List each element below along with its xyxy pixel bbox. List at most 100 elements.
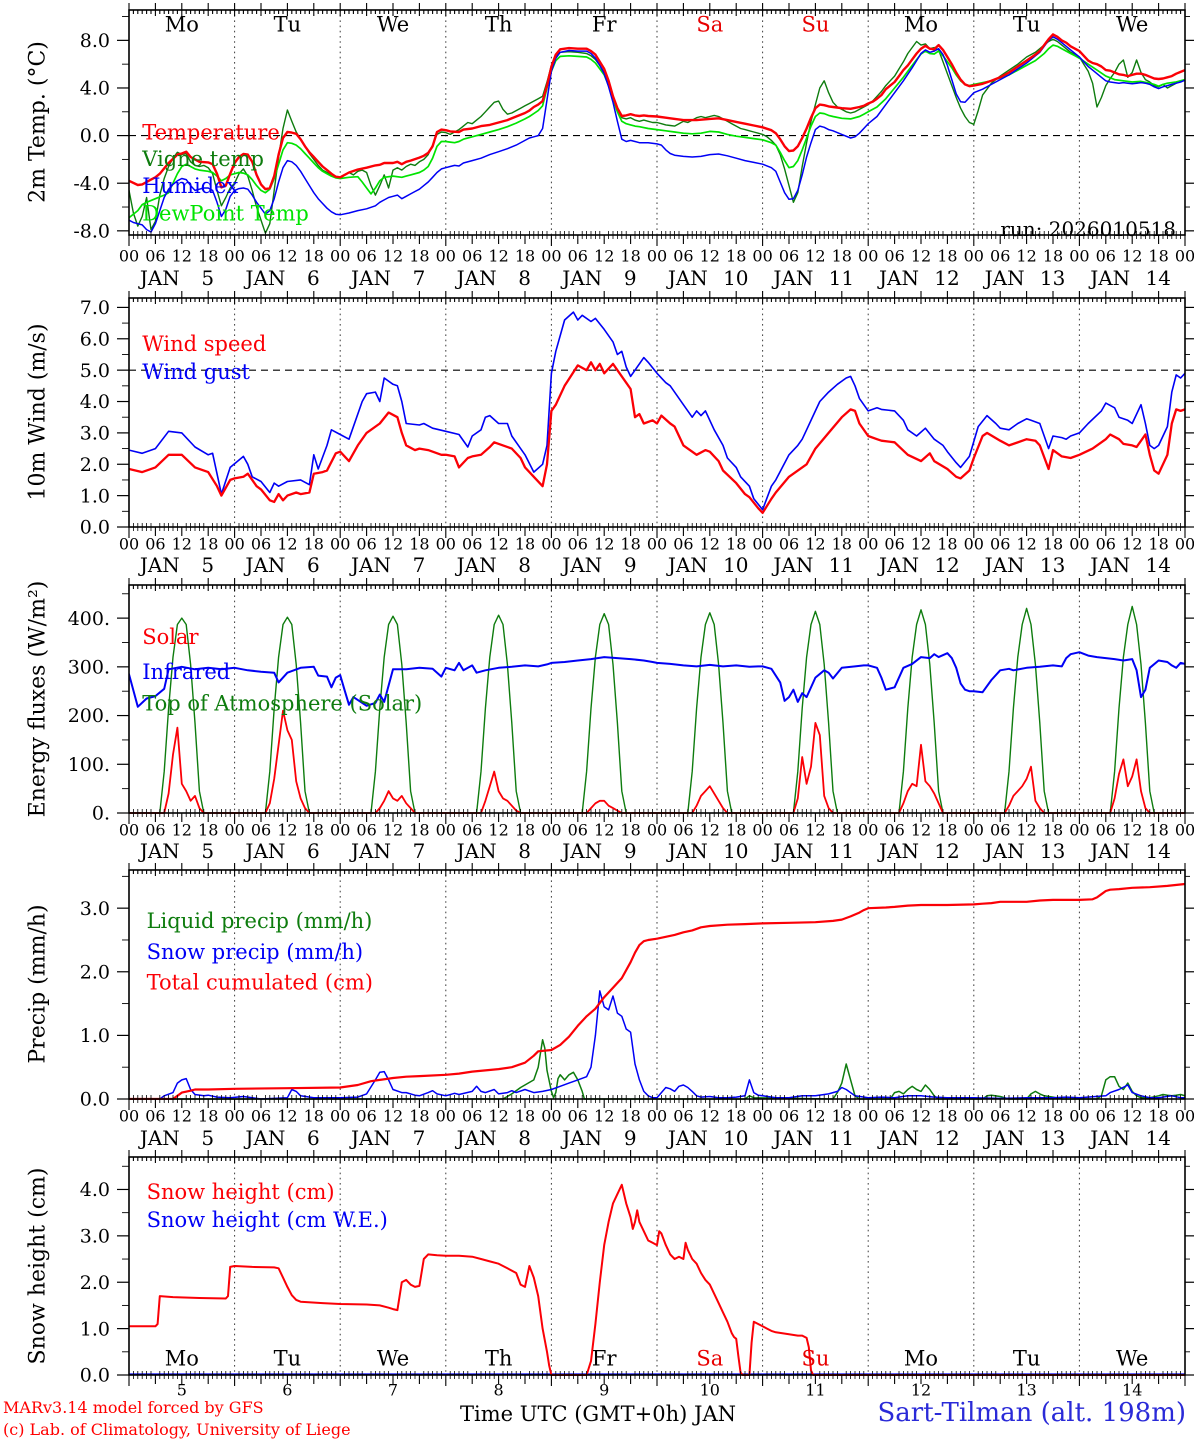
time-tick-label: 18 <box>832 247 852 266</box>
month-label: JAN <box>666 553 708 577</box>
month-label: JAN <box>455 553 497 577</box>
time-tick-label: 06 <box>568 1107 588 1126</box>
time-tick-label: 18 <box>1148 821 1168 840</box>
legend-temp: Vigne temp <box>141 147 264 171</box>
time-tick-label: 12 <box>172 535 192 554</box>
time-tick-label: 18 <box>620 821 640 840</box>
time-tick-label: 06 <box>568 247 588 266</box>
time-tick-label: 12 <box>383 247 403 266</box>
panel-precip: 3.0 2.0 1.0 0.0 Liquid precip (mm/h) Snow pre… <box>80 863 1194 1111</box>
time-tick-label: 12 <box>1016 1107 1036 1126</box>
month-label: JAN <box>138 839 180 863</box>
time-tick-label: 12 <box>277 1107 297 1126</box>
time-tick-label: 00 <box>647 1107 667 1126</box>
time-tick-label: 18 <box>304 247 324 266</box>
midnight-gridlines <box>234 870 1080 1099</box>
panel-flux: 400. 300. 200. 100. 0. Solar Infrared Top of At… <box>68 578 1194 825</box>
day-name: Mo <box>904 12 938 36</box>
day-number: 12 <box>934 839 959 863</box>
legend-flux: Solar <box>142 625 199 649</box>
time-tick-label: 06 <box>1096 247 1116 266</box>
month-label: JAN <box>666 266 708 290</box>
time-tick-label: 00 <box>119 1107 139 1126</box>
time-tick-label: 00 <box>541 247 561 266</box>
day-number: 10 <box>723 266 748 290</box>
time-tick-label: 06 <box>145 247 165 266</box>
time-tick-label: 06 <box>673 1107 693 1126</box>
month-label: JAN <box>243 839 285 863</box>
x-axis-ticks <box>128 3 1186 246</box>
day-number: 8 <box>518 1126 531 1150</box>
y-axis-ticks <box>117 16 1194 232</box>
run-label: run: 2026010518 <box>1000 217 1176 241</box>
time-tick-label: 00 <box>964 535 984 554</box>
time-tick-label: 18 <box>198 535 218 554</box>
month-label: JAN <box>771 553 813 577</box>
series-infrared-line <box>129 651 1185 708</box>
day-number: 7 <box>388 1381 398 1400</box>
series-group <box>129 311 1185 515</box>
y-tick-label: 0.0 <box>80 517 110 539</box>
month-label: JAN <box>877 839 919 863</box>
day-name: Su <box>801 12 829 36</box>
day-number: 8 <box>518 839 531 863</box>
time-tick-label: 00 <box>224 247 244 266</box>
y-axis-ticks <box>117 593 1194 814</box>
time-tick-label: 00 <box>224 1107 244 1126</box>
legend: Wind speed Wind gust <box>142 332 266 384</box>
time-axis-row: 00 06 12 18 00 06 12 18 00 06 12 18 00 06 12 18 00 06 12 18… <box>119 1107 1194 1126</box>
month-label: JAN <box>1088 839 1130 863</box>
day-name: Sa <box>696 1346 723 1370</box>
y-tick-label: 3.0 <box>80 898 110 920</box>
month-label: JAN <box>243 266 285 290</box>
month-label: JAN <box>771 839 813 863</box>
month-label: JAN <box>877 1126 919 1150</box>
series-liquid-precip-line <box>129 1039 1185 1100</box>
series-wind-gust-line <box>129 311 1185 511</box>
month-label: JAN <box>243 1126 285 1150</box>
time-tick-label: 12 <box>488 821 508 840</box>
date-axis-row: JAN 5 JAN 6 JAN 7 JAN 8 JAN 9 JAN 10 JAN 11 JAN 12 JAN 13… <box>138 1126 1171 1150</box>
series-total-cumulated-line <box>129 882 1185 1100</box>
time-tick-label: 06 <box>462 1107 482 1126</box>
time-tick-label: 12 <box>277 247 297 266</box>
day-name: Mo <box>165 1346 199 1370</box>
time-tick-label: 18 <box>726 535 746 554</box>
time-tick-label: 00 <box>964 247 984 266</box>
time-tick-label: 12 <box>1122 821 1142 840</box>
y-axis-title-flux: Energy fluxes (W/m²) <box>25 580 51 818</box>
y-tick-label: -4.0 <box>73 173 110 195</box>
day-number: 12 <box>911 1381 931 1400</box>
time-tick-label: 00 <box>647 535 667 554</box>
time-tick-label: 18 <box>198 821 218 840</box>
time-tick-label: 06 <box>990 535 1010 554</box>
time-axis-row: 00 06 12 18 00 06 12 18 00 06 12 18 00 06 12 18 00 06 12 18… <box>119 535 1194 554</box>
time-tick-label: 18 <box>515 1107 535 1126</box>
day-number: 8 <box>518 266 531 290</box>
time-tick-label: 18 <box>304 535 324 554</box>
y-axis-title-precip: Precip (mm/h) <box>25 904 51 1064</box>
date-axis-row: JAN 5 JAN 6 JAN 7 JAN 8 JAN 9 JAN 10 JAN 11 JAN 12 JAN 13… <box>138 553 1171 577</box>
time-tick-label: 12 <box>1016 821 1036 840</box>
y-tick-label: 1.0 <box>80 1318 110 1340</box>
y-tick-label: 4.0 <box>80 391 110 413</box>
time-tick-label: 18 <box>409 247 429 266</box>
time-tick-label: 00 <box>330 1107 350 1126</box>
series-snow-height-line <box>129 1183 1185 1376</box>
time-tick-label: 00 <box>858 821 878 840</box>
day-name: Tu <box>274 12 302 36</box>
time-tick-label: 00 <box>752 821 772 840</box>
time-tick-label: 18 <box>1043 247 1063 266</box>
midnight-gridlines <box>234 585 1080 813</box>
series-snow-precip-line <box>129 990 1185 1100</box>
time-tick-label: 06 <box>884 1107 904 1126</box>
time-tick-label: 18 <box>620 1107 640 1126</box>
day-number: 10 <box>723 839 748 863</box>
time-tick-label: 12 <box>700 247 720 266</box>
time-tick-label: 00 <box>964 1107 984 1126</box>
date-axis-row: JAN 5 JAN 6 JAN 7 JAN 8 JAN 9 JAN 10 JAN 11 JAN 12 JAN 13… <box>138 839 1171 863</box>
day-name: Fr <box>592 1346 618 1370</box>
time-tick-label: 12 <box>594 821 614 840</box>
